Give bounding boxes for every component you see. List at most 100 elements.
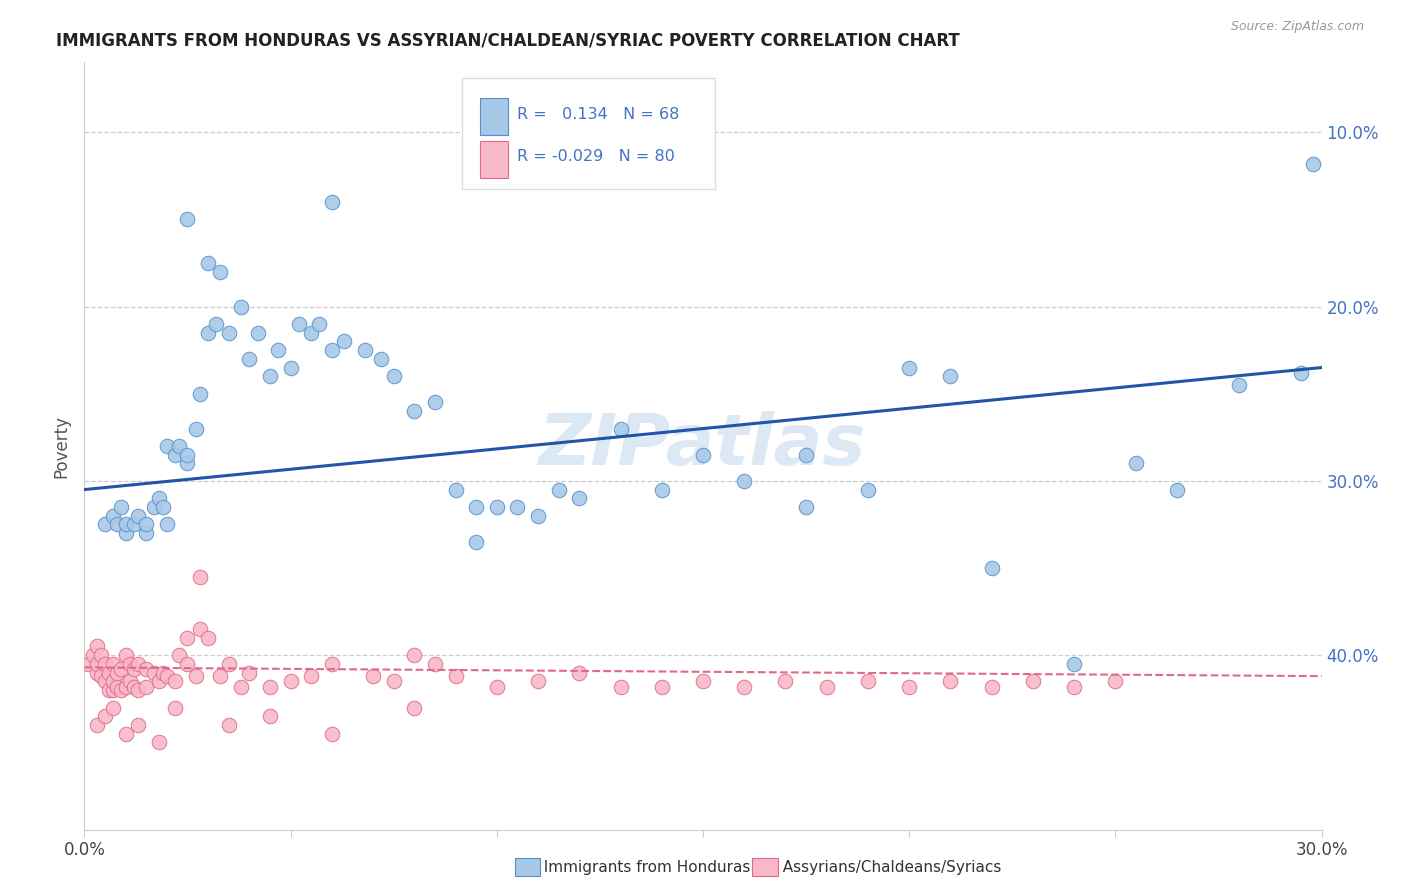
Point bbox=[118, 674, 141, 689]
Point bbox=[209, 265, 232, 279]
Point bbox=[280, 674, 302, 689]
Point bbox=[361, 669, 384, 683]
Point bbox=[176, 631, 198, 645]
Point bbox=[114, 726, 136, 740]
Point bbox=[122, 662, 145, 676]
Point bbox=[176, 457, 198, 471]
Point bbox=[229, 300, 252, 314]
Point bbox=[165, 674, 187, 689]
Point bbox=[651, 483, 673, 497]
Point bbox=[568, 491, 591, 506]
Point bbox=[370, 351, 392, 366]
Point bbox=[939, 369, 962, 384]
Point bbox=[86, 665, 108, 680]
Point bbox=[114, 526, 136, 541]
Point bbox=[127, 508, 149, 523]
Point bbox=[90, 648, 112, 663]
Point bbox=[465, 534, 488, 549]
Point bbox=[197, 256, 219, 270]
Point bbox=[267, 343, 290, 357]
Point bbox=[259, 709, 281, 723]
Point bbox=[167, 439, 190, 453]
Point bbox=[423, 657, 446, 671]
Point bbox=[856, 483, 879, 497]
Point bbox=[1289, 366, 1312, 380]
Text: Source: ZipAtlas.com: Source: ZipAtlas.com bbox=[1230, 20, 1364, 33]
Text: Assyrians/Chaldeans/Syriacs: Assyrians/Chaldeans/Syriacs bbox=[773, 860, 1001, 874]
Point bbox=[444, 483, 467, 497]
Point bbox=[444, 669, 467, 683]
Point bbox=[110, 683, 132, 698]
Point bbox=[609, 421, 631, 435]
Point bbox=[156, 439, 179, 453]
Point bbox=[259, 680, 281, 694]
Point bbox=[122, 517, 145, 532]
Point bbox=[98, 665, 121, 680]
Text: ZIPatlas: ZIPatlas bbox=[540, 411, 866, 481]
Point bbox=[184, 669, 207, 683]
Point bbox=[1022, 674, 1045, 689]
Point bbox=[143, 500, 166, 514]
Point bbox=[299, 669, 322, 683]
Point bbox=[404, 648, 426, 663]
Point bbox=[114, 648, 136, 663]
Point bbox=[127, 683, 149, 698]
Point bbox=[898, 360, 921, 375]
Point bbox=[246, 326, 269, 340]
Point bbox=[1227, 378, 1250, 392]
Y-axis label: Poverty: Poverty bbox=[52, 415, 70, 477]
Point bbox=[118, 657, 141, 671]
Point bbox=[288, 317, 311, 331]
Point bbox=[156, 669, 179, 683]
Point bbox=[114, 517, 136, 532]
Point bbox=[86, 718, 108, 732]
Point bbox=[152, 500, 174, 514]
Point bbox=[815, 680, 838, 694]
Point bbox=[86, 640, 108, 654]
Point bbox=[299, 326, 322, 340]
Point bbox=[167, 648, 190, 663]
Point bbox=[856, 674, 879, 689]
Point bbox=[135, 680, 157, 694]
Bar bbox=[515, 858, 540, 876]
Point bbox=[794, 448, 817, 462]
Point bbox=[103, 683, 125, 698]
Point bbox=[176, 448, 198, 462]
Point bbox=[218, 718, 240, 732]
Point bbox=[353, 343, 375, 357]
Point bbox=[404, 700, 426, 714]
Point bbox=[135, 526, 157, 541]
Point bbox=[485, 680, 508, 694]
Point bbox=[382, 674, 405, 689]
Point bbox=[205, 317, 228, 331]
Point bbox=[103, 700, 125, 714]
Bar bbox=[752, 858, 778, 876]
Point bbox=[733, 474, 755, 488]
Point bbox=[94, 517, 117, 532]
Text: R =   0.134   N = 68: R = 0.134 N = 68 bbox=[517, 107, 679, 122]
Point bbox=[165, 700, 187, 714]
Point bbox=[103, 674, 125, 689]
Bar bbox=[481, 98, 508, 136]
Point bbox=[547, 483, 569, 497]
Point bbox=[110, 500, 132, 514]
Point bbox=[105, 680, 128, 694]
Point bbox=[188, 386, 211, 401]
Point bbox=[1166, 483, 1188, 497]
Point bbox=[1063, 657, 1085, 671]
Point bbox=[1063, 680, 1085, 694]
Point bbox=[197, 326, 219, 340]
Point bbox=[527, 674, 550, 689]
Point bbox=[122, 680, 145, 694]
Point bbox=[165, 448, 187, 462]
Point bbox=[143, 665, 166, 680]
Point bbox=[105, 517, 128, 532]
Point bbox=[280, 360, 302, 375]
Point bbox=[209, 669, 232, 683]
Point bbox=[939, 674, 962, 689]
Point bbox=[135, 662, 157, 676]
Point bbox=[218, 657, 240, 671]
Point bbox=[114, 680, 136, 694]
Point bbox=[184, 421, 207, 435]
Point bbox=[103, 508, 125, 523]
